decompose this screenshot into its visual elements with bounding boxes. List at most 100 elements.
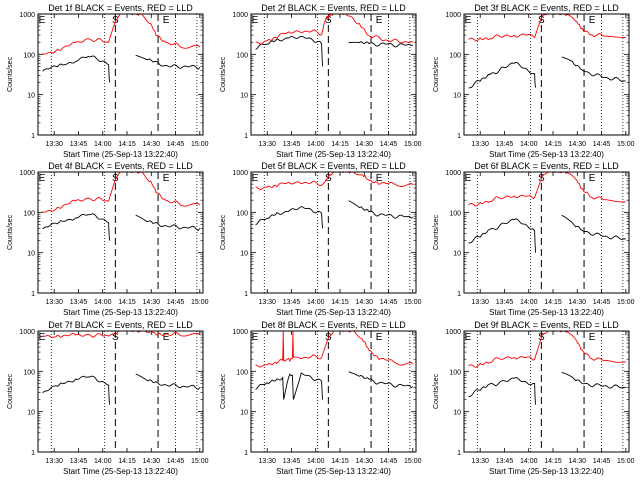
x-tick-label: 13:30: [258, 141, 276, 148]
plot-frame: [37, 330, 204, 453]
x-tick-label: 14:15: [331, 299, 349, 306]
x-tick-label: 13:30: [45, 458, 63, 465]
series-line: [348, 40, 413, 48]
x-tick-label: 15:00: [617, 299, 635, 306]
time-marker-label: E: [39, 332, 46, 343]
x-axis-label: Start Time (25-Sep-13 13:22:40): [489, 467, 604, 476]
y-tick-label: 1000: [445, 12, 461, 19]
time-marker-label: E: [163, 15, 170, 26]
y-tick-label: 1: [31, 450, 35, 457]
time-marker-label: S: [112, 332, 119, 343]
series-events: [42, 373, 201, 405]
plot-frame: [250, 13, 417, 136]
x-tick-label: 14:45: [593, 458, 611, 465]
plot-frame: [463, 13, 630, 136]
y-tick-label: 100: [236, 210, 248, 217]
series-events: [42, 213, 201, 241]
x-tick-label: 14:00: [94, 299, 112, 306]
series-lld: [255, 331, 414, 368]
series-line: [468, 14, 626, 42]
y-tick-label: 1000: [19, 170, 35, 177]
x-tick-label: 14:45: [380, 141, 398, 148]
series-line: [468, 331, 626, 368]
time-marker-label: E: [376, 173, 383, 184]
x-tick-label: 14:45: [167, 299, 185, 306]
panel-det-2f: Det 2f BLACK = Events, RED = LLD Counts/s…: [220, 3, 422, 159]
series-line: [135, 54, 201, 70]
y-tick-label: 1: [457, 450, 461, 457]
series-events: [255, 35, 413, 67]
series-line: [468, 377, 536, 405]
x-tick-label: 14:45: [380, 299, 398, 306]
time-marker-label: E: [163, 173, 170, 184]
x-tick-label: 13:45: [496, 299, 514, 306]
plot-frame: [37, 171, 204, 294]
x-tick-label: 14:45: [167, 458, 185, 465]
series-lld: [468, 172, 626, 207]
y-axis-label: Counts/sec: [7, 214, 14, 250]
series-events: [468, 214, 626, 253]
series-line: [255, 35, 323, 67]
y-tick-label: 100: [449, 52, 461, 59]
time-marker-label: S: [325, 173, 332, 184]
y-axis-label: Counts/sec: [220, 214, 227, 250]
y-tick-label: 1: [244, 291, 248, 298]
time-marker-label: E: [589, 173, 596, 184]
panel-title: Det 3f BLACK = Events, RED = LLD: [474, 3, 619, 13]
y-axis-label: Counts/sec: [433, 373, 440, 409]
y-axis-label: Counts/sec: [433, 56, 440, 92]
panel-det-5f: Det 5f BLACK = Events, RED = LLD Counts/s…: [220, 161, 422, 317]
y-tick-label: 10: [27, 251, 35, 258]
x-tick-label: 13:30: [258, 458, 276, 465]
y-tick-label: 1: [31, 291, 35, 298]
x-tick-label: 14:15: [118, 141, 136, 148]
x-tick-label: 14:00: [307, 299, 325, 306]
x-tick-label: 14:45: [380, 458, 398, 465]
panel-title: Det 5f BLACK = Events, RED = LLD: [261, 161, 406, 171]
y-axis-label: Counts/sec: [220, 373, 227, 409]
time-marker-label: E: [252, 332, 259, 343]
x-tick-label: 15:00: [191, 458, 209, 465]
y-tick-label: 10: [240, 93, 248, 100]
x-tick-label: 14:15: [544, 458, 562, 465]
plot-frame: [37, 13, 204, 136]
x-tick-label: 13:45: [283, 458, 301, 465]
panel-det-6f: Det 6f BLACK = Events, RED = LLD Counts/s…: [433, 161, 635, 317]
series-line: [42, 14, 201, 55]
series-line: [348, 200, 413, 219]
series-line: [468, 62, 536, 89]
time-marker-label: E: [163, 332, 170, 343]
series-line: [255, 172, 414, 190]
time-marker-label: E: [39, 173, 46, 184]
x-axis-label: Start Time (25-Sep-13 13:22:40): [489, 150, 604, 159]
panel-title: Det 9f BLACK = Events, RED = LLD: [474, 320, 619, 330]
x-tick-label: 14:15: [544, 141, 562, 148]
y-tick-label: 10: [27, 410, 35, 417]
y-tick-label: 100: [236, 369, 248, 376]
x-tick-label: 14:00: [94, 141, 112, 148]
y-tick-label: 10: [453, 93, 461, 100]
time-marker-label: E: [252, 173, 259, 184]
series-line: [255, 205, 323, 229]
x-tick-label: 13:45: [283, 299, 301, 306]
x-tick-label: 14:00: [94, 458, 112, 465]
y-tick-label: 10: [240, 251, 248, 258]
x-tick-label: 14:15: [331, 458, 349, 465]
time-marker-label: E: [465, 15, 472, 26]
x-tick-label: 14:45: [593, 141, 611, 148]
y-tick-label: 100: [23, 210, 35, 217]
series-line: [42, 55, 110, 83]
series-line: [561, 214, 626, 240]
series-line: [255, 331, 414, 368]
panel-title: Det 8f BLACK = Events, RED = LLD: [261, 320, 406, 330]
time-marker-label: E: [465, 173, 472, 184]
x-tick-label: 15:00: [404, 141, 422, 148]
series-events: [468, 56, 626, 89]
x-axis-label: Start Time (25-Sep-13 13:22:40): [489, 308, 604, 317]
series-line: [42, 213, 110, 241]
time-marker-label: E: [465, 332, 472, 343]
series-line: [135, 214, 201, 231]
x-tick-label: 13:45: [283, 141, 301, 148]
y-tick-label: 100: [449, 369, 461, 376]
x-tick-label: 14:00: [520, 458, 538, 465]
